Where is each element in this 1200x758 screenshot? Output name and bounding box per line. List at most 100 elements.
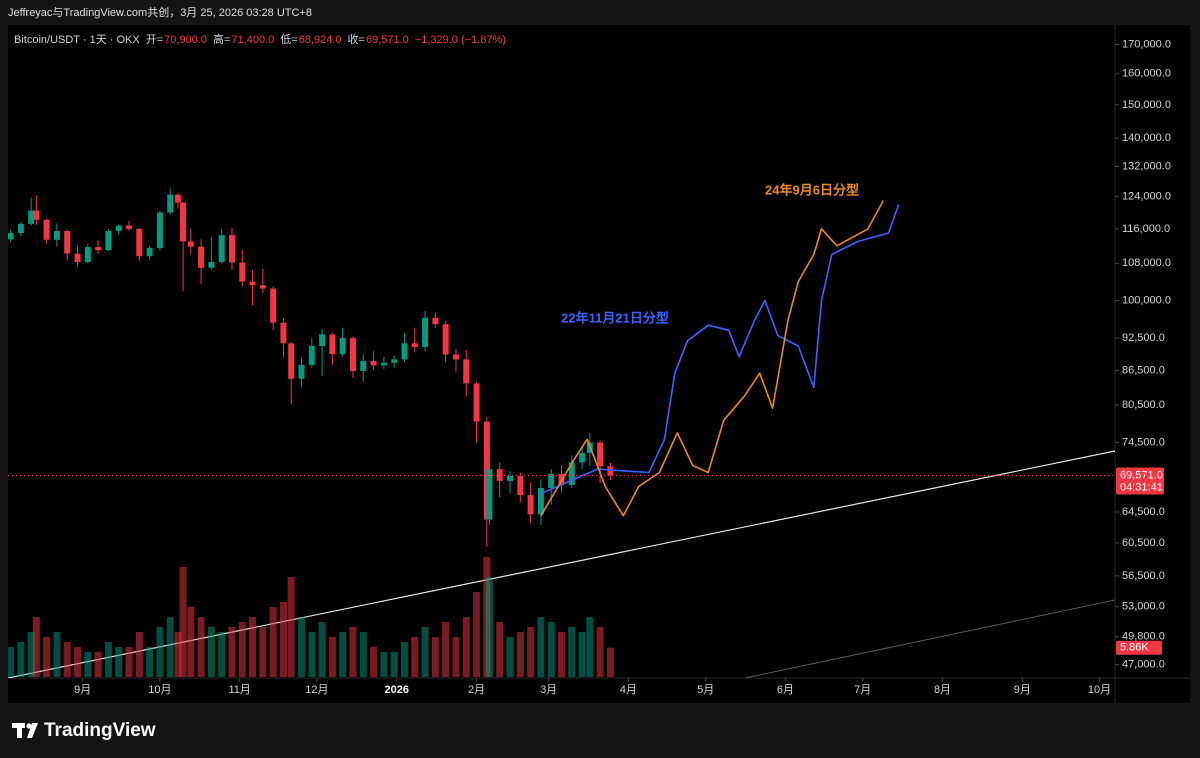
- volume-bar: [179, 567, 187, 677]
- candle-body: [17, 223, 24, 234]
- volume-bar: [308, 632, 316, 677]
- volume-bar: [53, 632, 61, 677]
- candle-body: [167, 194, 174, 213]
- volume-bar: [84, 652, 92, 677]
- legend-text: 70,900.0: [164, 34, 207, 46]
- candle-body: [136, 228, 143, 257]
- candle-body: [360, 361, 367, 371]
- candle-body: [548, 473, 555, 488]
- y-tick-label: 80,500.0: [1122, 399, 1165, 411]
- candle-body: [280, 322, 287, 344]
- volume-tag: [1116, 640, 1162, 655]
- legend-text: 71,400.0: [231, 34, 274, 46]
- candle-body: [84, 247, 91, 262]
- candle-body: [568, 462, 575, 486]
- y-tick-label: 56,500.0: [1122, 570, 1165, 582]
- candle-body: [270, 288, 277, 323]
- candle-body: [33, 210, 40, 220]
- candle-body: [319, 334, 326, 346]
- candle-body: [28, 210, 35, 224]
- candle-body: [105, 230, 112, 251]
- volume-bar: [166, 617, 174, 677]
- candle-body: [432, 317, 439, 325]
- volume-bar: [462, 617, 470, 677]
- plot: [8, 188, 900, 677]
- fractal-line: [540, 204, 900, 495]
- y-tick-label: 64,500.0: [1122, 506, 1165, 518]
- volume-bar: [578, 632, 586, 677]
- y-tick-label: 140,000.0: [1122, 132, 1171, 144]
- y-tick-label: 86,500.0: [1122, 364, 1165, 376]
- candle-body: [349, 338, 356, 371]
- volume-bar: [558, 632, 565, 677]
- volume-bar: [516, 632, 524, 677]
- candle-body: [64, 230, 71, 254]
- candle-body: [218, 235, 225, 262]
- y-tick-label: 124,000.0: [1122, 191, 1171, 203]
- candle-body: [8, 233, 14, 240]
- candle-body: [259, 285, 266, 289]
- candle-body: [308, 345, 315, 365]
- volume-bar: [104, 642, 112, 677]
- volume-last-label: 5.86K: [1120, 642, 1149, 654]
- candle-body: [527, 495, 534, 515]
- volume-bar: [547, 622, 555, 677]
- x-tick-label: 8月: [934, 684, 951, 696]
- volume-bar: [115, 647, 123, 677]
- volume-bar: [174, 632, 182, 677]
- volume-bar: [390, 652, 398, 677]
- y-tick-label: 92,500.0: [1122, 332, 1165, 344]
- volume-bar: [259, 627, 267, 677]
- logo-mark: [26, 723, 32, 729]
- volume-bar: [442, 622, 450, 677]
- last-price-tag: [1116, 467, 1164, 495]
- y-tick-label: 47,000.0: [1122, 659, 1165, 671]
- volume-bar: [527, 627, 535, 677]
- candle-body: [249, 281, 256, 286]
- volume-bar: [17, 642, 25, 677]
- candle-body: [496, 469, 503, 481]
- candle-body: [43, 219, 50, 240]
- candle-body: [198, 246, 205, 268]
- x-tick-label: 9月: [74, 684, 91, 696]
- legend-text: 低=: [280, 33, 297, 46]
- volume-bar: [380, 652, 388, 677]
- footer-brand: TradingView: [44, 720, 156, 741]
- volume-bar: [279, 602, 287, 677]
- volume-bar: [135, 632, 143, 677]
- volume-bar: [328, 637, 336, 677]
- x-tick-label: 10月: [1088, 684, 1111, 696]
- candle-body: [115, 225, 122, 231]
- candle-body: [239, 262, 246, 282]
- x-tick-label: 11月: [228, 684, 250, 696]
- candle-body: [146, 247, 153, 257]
- legend-text: 开=: [146, 34, 163, 46]
- volume-bar: [400, 642, 408, 677]
- candle-body: [380, 362, 387, 366]
- candle-body: [401, 343, 408, 360]
- volume-bar: [568, 627, 576, 677]
- candle-body: [74, 253, 81, 262]
- volume-bar: [506, 637, 514, 677]
- x-tick-label: 6月: [777, 684, 794, 696]
- x-tick-label: 2月: [468, 684, 485, 696]
- candle-body: [125, 225, 132, 229]
- last-price-label: 69,571.0: [1120, 469, 1163, 481]
- candle-body: [607, 466, 614, 476]
- volume-bar: [370, 647, 378, 677]
- candle-body: [370, 361, 377, 366]
- volume-bar: [349, 627, 357, 677]
- volume-bar: [586, 617, 594, 677]
- candle-body: [208, 261, 215, 268]
- volume-bar: [606, 647, 614, 677]
- y-tick-label: 108,000.0: [1122, 257, 1171, 269]
- y-tick-label: 60,500.0: [1122, 537, 1165, 549]
- legend-text: Bitcoin/USDT · 1天 · OKX: [14, 34, 140, 46]
- volume-bar: [249, 617, 257, 677]
- candle-body: [579, 452, 586, 463]
- candle-body: [288, 343, 295, 379]
- volume-bar: [63, 642, 71, 677]
- candle-body: [391, 359, 398, 363]
- legend-text: 69,571.0: [366, 34, 409, 46]
